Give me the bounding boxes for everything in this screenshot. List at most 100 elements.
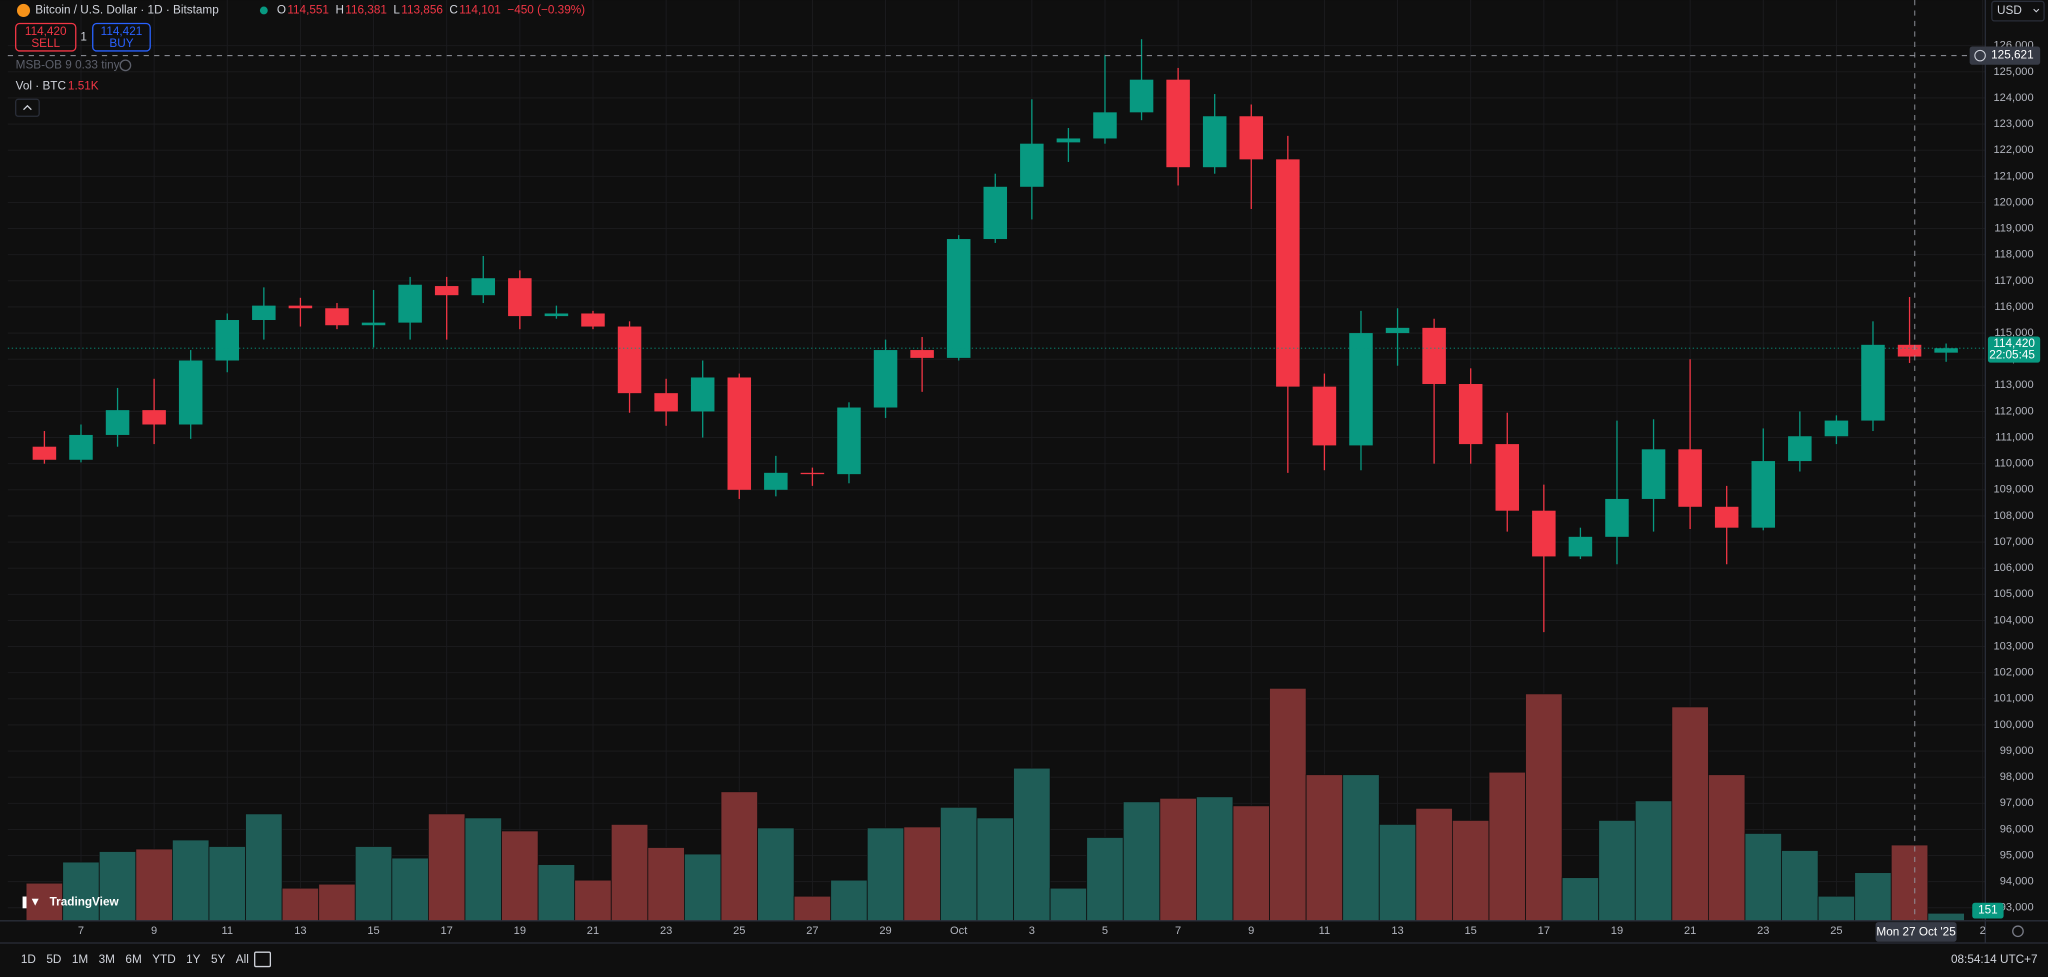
candle-body [800, 472, 825, 475]
last-volume-label: 151 [1978, 904, 1998, 917]
volume-bar [1744, 833, 1782, 922]
x-tick-label: 11 [1319, 925, 1331, 937]
logo: TradingView [50, 896, 120, 909]
y-tick-label: 104,000 [1994, 614, 2034, 626]
range-buttons: 1D 5D 1M 3M 6M YTD 1Y 5Y All [21, 953, 249, 966]
y-tick-label: 102,000 [1994, 667, 2034, 679]
y-tick-label: 115,000 [1994, 327, 2033, 339]
x-tick-label: 19 [514, 925, 526, 937]
candle-body [617, 326, 642, 394]
candle-body [471, 278, 496, 296]
x-tick-label: 17 [441, 925, 453, 937]
buy-button[interactable] [92, 22, 151, 52]
candle-body [654, 393, 678, 412]
volume-bar [1598, 820, 1636, 922]
volume-bar [1927, 912, 1965, 922]
range-button[interactable]: All [236, 953, 249, 966]
range-button[interactable]: YTD [152, 953, 176, 966]
collapse-button[interactable] [15, 98, 40, 117]
x-tick-label: 25 [733, 925, 745, 937]
volume-bar [537, 864, 576, 922]
volume-bar [1525, 693, 1563, 922]
volume-bar [98, 851, 137, 922]
candle-body [1678, 449, 1702, 507]
crosshair-price: 125,621 [1991, 49, 2033, 62]
y-tick-label: 111,000 [1995, 431, 2033, 443]
volume-bar [1781, 850, 1819, 922]
candle-body [837, 407, 861, 475]
range-button[interactable]: 1D [21, 953, 36, 966]
x-tick-label: 21 [587, 925, 599, 937]
crosshair-date: Mon 27 Oct '25 [1876, 926, 1956, 939]
x-tick-label: 9 [151, 925, 157, 937]
candle-body [1349, 333, 1373, 446]
y-tick-label: 123,000 [1994, 118, 2034, 130]
x-tick-label: 11 [221, 925, 233, 937]
y-tick-label: 117,000 [1994, 275, 2033, 287]
candle-body [1714, 506, 1739, 528]
currency-caret [2033, 8, 2040, 13]
volume-bar [1159, 797, 1197, 922]
price-change: −450 (−0.39%) [507, 4, 585, 17]
volume-bar [1342, 774, 1380, 922]
volume-bar [976, 817, 1014, 922]
volume-bar [1122, 801, 1161, 922]
candle-body [361, 322, 386, 326]
candle-body [690, 377, 715, 412]
candle-body [1422, 327, 1446, 385]
clock: 08:54:14 UTC+7 [1951, 953, 2038, 966]
currency-button[interactable] [1991, 0, 2045, 22]
y-tick-label: 113,000 [1994, 379, 2033, 391]
volume-legend-value: 1.51K [68, 79, 99, 92]
volume-bar [1086, 837, 1124, 922]
volume-bar [172, 839, 210, 922]
y-tick-label: 97,000 [2000, 797, 2034, 809]
volume-bar [208, 846, 246, 922]
collapse-chevron [23, 104, 32, 111]
y-tick-label: 107,000 [1994, 536, 2034, 548]
volume-bar [281, 887, 320, 922]
volume-bar [1269, 687, 1307, 922]
y-tick-label: 122,000 [1994, 144, 2034, 156]
date-range-button[interactable] [254, 951, 272, 968]
volume-bar [866, 827, 905, 922]
x-tick-label: 21 [1684, 925, 1696, 937]
y-tick-label: 93,000 [2000, 902, 2034, 914]
volume-bar [1488, 771, 1526, 922]
volume-bar [1196, 796, 1234, 922]
sell-button[interactable] [15, 22, 77, 52]
last-price-box [1987, 336, 2041, 363]
volume-bar [1305, 774, 1344, 922]
x-tick-label: 29 [879, 925, 891, 937]
ohlc-key: O [277, 4, 286, 17]
range-button[interactable]: 5D [46, 953, 61, 966]
range-button[interactable]: 5Y [211, 953, 226, 966]
range-button[interactable]: 1M [72, 953, 88, 966]
candle-body [178, 360, 203, 425]
candle-body [1312, 386, 1337, 446]
candle-body [1751, 461, 1776, 528]
hidden-eye-icon[interactable] [119, 59, 132, 72]
y-tick-label: 98,000 [2000, 771, 2034, 783]
buy-label: BUY [109, 37, 133, 50]
countdown: 22:05:45 [1989, 349, 2035, 362]
candle-body [1276, 159, 1300, 387]
candle-body [398, 284, 422, 323]
y-tick-label: 118,000 [1994, 249, 2033, 261]
range-button[interactable]: 3M [99, 953, 115, 966]
add-alert-icon[interactable] [1974, 49, 1986, 62]
volume-bar [1049, 887, 1088, 922]
range-button[interactable]: 1Y [186, 953, 201, 966]
crosshair-price-box [1969, 46, 2041, 65]
volume-bar [245, 813, 283, 922]
x-tick-label: 3 [1029, 925, 1035, 937]
volume-bar [684, 853, 722, 922]
btc-icon [16, 3, 31, 17]
settings-icon[interactable] [2012, 925, 2024, 938]
range-button[interactable]: 6M [125, 953, 141, 966]
x-tick-label: 2 [1980, 925, 1986, 937]
x-tick-label: 13 [1391, 925, 1403, 937]
volume-bar [903, 826, 941, 922]
last-volume-box [1972, 902, 2004, 919]
